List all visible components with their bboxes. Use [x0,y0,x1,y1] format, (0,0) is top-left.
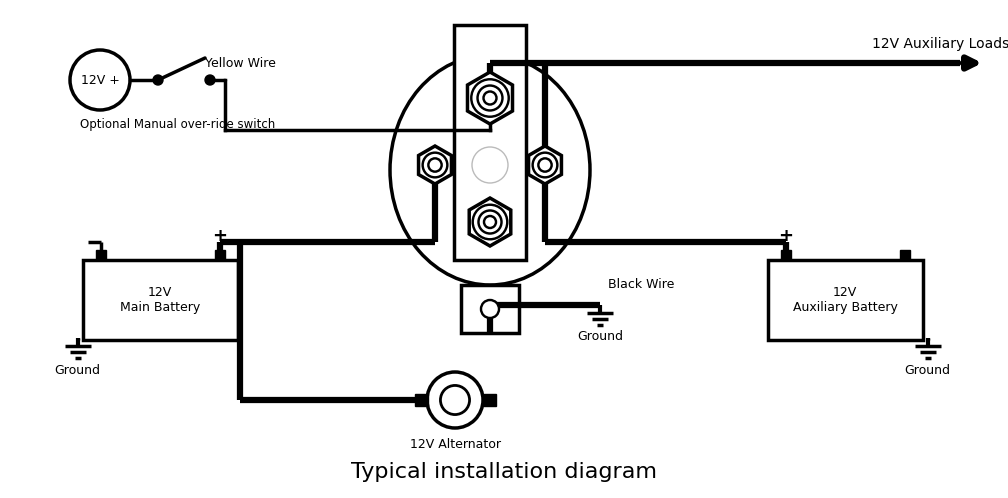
Text: Yellow Wire: Yellow Wire [205,57,276,70]
Text: Optional Manual over-ride switch: Optional Manual over-ride switch [80,118,275,131]
Text: 12V Alternator: 12V Alternator [409,438,501,451]
Bar [899,250,909,260]
Bar [767,260,922,340]
Bar [780,250,790,260]
Polygon shape [528,146,561,184]
Polygon shape [468,72,512,124]
Text: Typical installation diagram: Typical installation diagram [351,462,657,482]
Text: +: + [778,227,793,245]
Text: 12V Auxiliary Loads: 12V Auxiliary Loads [872,37,1008,51]
Text: Ground: Ground [904,364,951,377]
Text: 12V +: 12V + [81,74,119,87]
Circle shape [472,147,508,183]
Text: Ground: Ground [577,330,623,343]
Circle shape [481,300,499,318]
Bar [483,394,496,406]
Circle shape [440,385,470,414]
Bar [96,250,106,260]
Polygon shape [418,146,452,184]
Ellipse shape [390,55,590,285]
Bar [461,285,519,333]
Circle shape [427,372,483,428]
Circle shape [205,75,215,85]
Bar [415,394,428,406]
Polygon shape [469,198,511,246]
Text: 12V
Auxiliary Battery: 12V Auxiliary Battery [792,286,897,314]
Circle shape [153,75,163,85]
Text: Ground: Ground [54,364,101,377]
Bar [215,250,225,260]
Text: 12V
Main Battery: 12V Main Battery [120,286,201,314]
Bar [454,25,526,260]
Text: +: + [212,227,227,245]
Text: Black Wire: Black Wire [608,278,674,291]
Bar [83,260,238,340]
